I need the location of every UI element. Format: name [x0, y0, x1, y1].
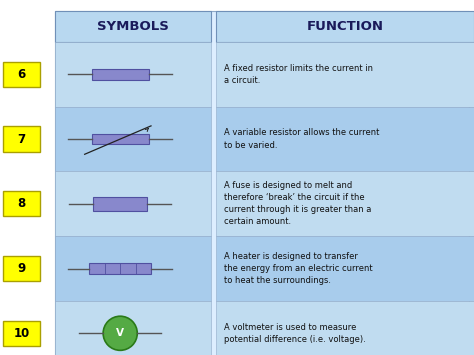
Text: A fixed resistor limits the current in
a circuit.: A fixed resistor limits the current in a… — [224, 64, 373, 85]
Text: SYMBOLS: SYMBOLS — [97, 20, 169, 33]
Text: V: V — [116, 328, 124, 338]
Text: 9: 9 — [18, 262, 26, 275]
Text: A fuse is designed to melt and
therefore ‘break’ the circuit if the
current thro: A fuse is designed to melt and therefore… — [224, 181, 372, 226]
Text: FUNCTION: FUNCTION — [306, 20, 383, 33]
Text: A heater is designed to transfer
the energy from an electric current
to heat the: A heater is designed to transfer the ene… — [224, 252, 373, 285]
Text: A variable resistor allows the current
to be varied.: A variable resistor allows the current t… — [224, 129, 380, 149]
Text: 7: 7 — [18, 132, 26, 146]
Text: A voltmeter is used to measure
potential difference (i.e. voltage).: A voltmeter is used to measure potential… — [224, 323, 366, 344]
Text: 8: 8 — [18, 197, 26, 210]
Text: 10: 10 — [14, 327, 30, 340]
Text: 6: 6 — [18, 68, 26, 81]
